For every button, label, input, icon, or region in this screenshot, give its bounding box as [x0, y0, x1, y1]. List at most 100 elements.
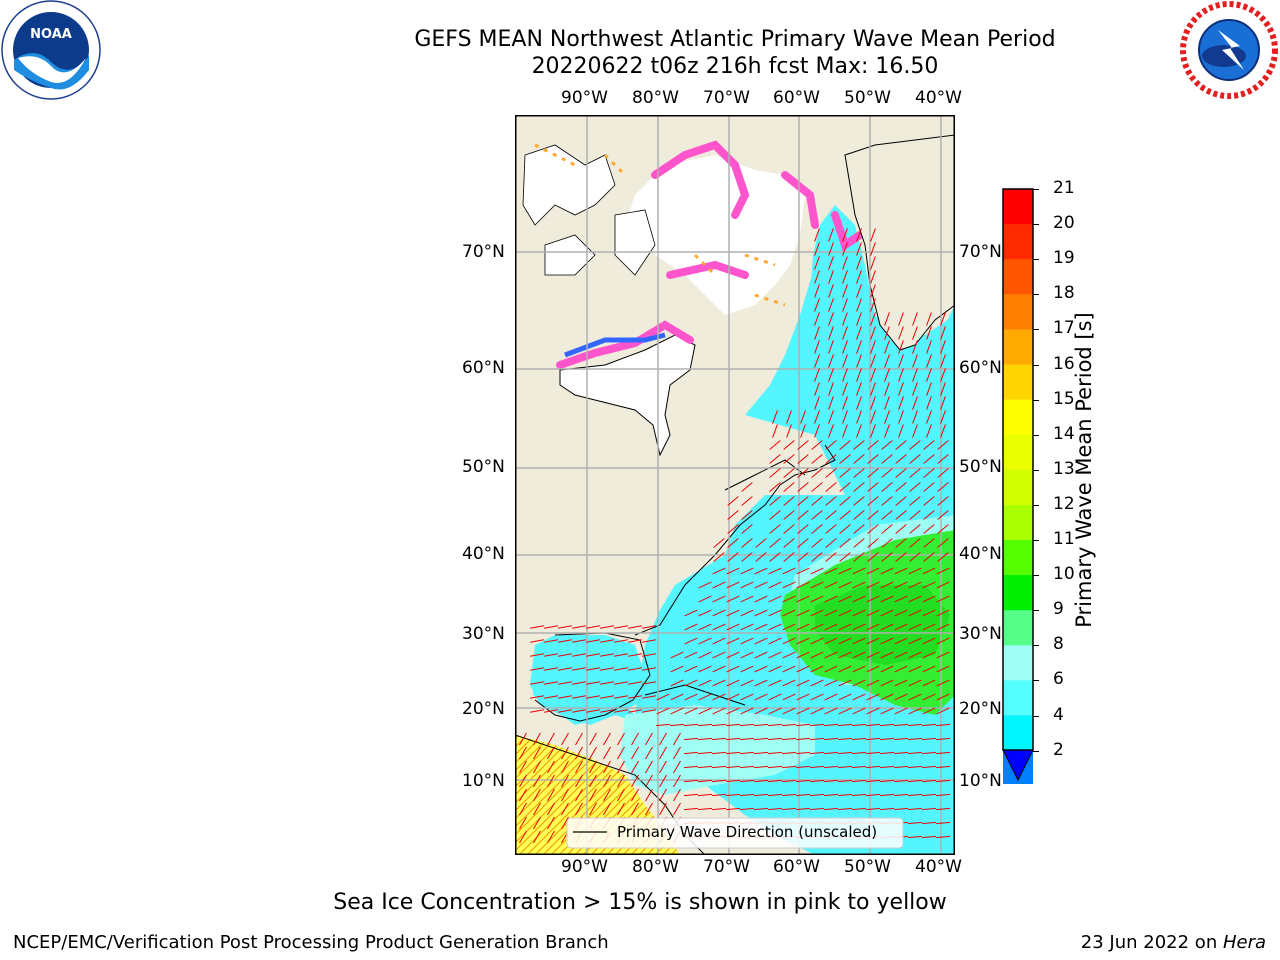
wave-direction-arrow [814, 298, 820, 312]
wave-direction-arrow [561, 816, 569, 830]
wave-direction-arrow [824, 693, 838, 701]
wave-direction-arrow [673, 760, 681, 774]
wave-direction-arrow [533, 746, 541, 760]
wave-direction-arrow [739, 807, 755, 811]
lon-tick-top-50w: 50°W [844, 88, 891, 108]
wave-direction-arrow [842, 312, 848, 326]
wave-direction-arrow [922, 707, 936, 715]
wave-direction-arrow [825, 454, 837, 464]
wave-direction-arrow [936, 679, 950, 687]
wave-direction-arrow [936, 595, 950, 603]
wave-direction-arrow [628, 667, 642, 671]
lon-tick-bottom-70w: 70°W [703, 857, 750, 877]
wave-direction-arrow [837, 807, 853, 811]
colorbar-tick-mark [1033, 364, 1039, 366]
wave-direction-arrow [673, 774, 681, 788]
wave-direction-arrow [519, 788, 527, 802]
wave-direction-arrow [740, 651, 754, 659]
wave-direction-arrow [740, 679, 754, 687]
wave-direction-arrow [600, 667, 614, 671]
wave-direction-arrow [769, 468, 781, 478]
wave-direction-arrow [810, 665, 824, 673]
wave-direction-arrow [603, 802, 611, 816]
wave-direction-arrow [921, 793, 937, 797]
wave-direction-arrow [828, 368, 834, 382]
wave-direction-arrow [809, 807, 825, 811]
wave-direction-arrow [796, 595, 810, 603]
wave-direction-arrow [926, 396, 932, 410]
wave-direction-arrow [712, 679, 726, 687]
wave-direction-arrow [769, 482, 781, 492]
wave-direction-arrow [810, 567, 824, 575]
wave-direction-arrow [783, 482, 795, 492]
wave-direction-arrow [740, 707, 754, 715]
colorbar-swatch [1003, 645, 1033, 681]
wave-direction-arrow [814, 382, 820, 396]
wave-direction-arrow [617, 746, 625, 760]
wave-direction-arrow [856, 284, 862, 298]
wave-direction-arrow [589, 788, 597, 802]
wave-direction-arrow [856, 298, 862, 312]
wave-direction-arrow [796, 623, 810, 631]
wave-direction-arrow [782, 665, 796, 673]
wave-direction-arrow [673, 802, 681, 816]
wave-direction-arrow [575, 774, 583, 788]
wave-direction-arrow [898, 354, 904, 368]
wave-direction-arrow [895, 524, 907, 534]
colorbar-swatch [1003, 504, 1033, 541]
wave-direction-arrow [544, 695, 558, 699]
wave-direction-arrow [853, 552, 865, 562]
wave-direction-arrow [544, 625, 558, 629]
wave-direction-arrow [741, 496, 753, 506]
wave-direction-arrow [795, 751, 811, 755]
wave-direction-arrow [893, 793, 909, 797]
wave-direction-arrow [739, 779, 755, 783]
wave-direction-arrow [767, 737, 783, 741]
wave-direction-arrow [698, 665, 712, 673]
wave-direction-arrow [810, 637, 824, 645]
wave-direction-arrow [856, 312, 862, 326]
wave-direction-arrow [811, 524, 823, 534]
wave-direction-arrow [936, 581, 950, 589]
wave-direction-arrow [754, 651, 768, 659]
wave-direction-arrow [659, 774, 667, 788]
wave-direction-arrow [851, 723, 867, 727]
wave-direction-arrow [894, 609, 908, 617]
wave-direction-arrow [894, 679, 908, 687]
map-frame [515, 115, 955, 855]
wave-direction-arrow [600, 695, 614, 699]
wave-direction-arrow [881, 482, 893, 492]
wave-direction-arrow [937, 496, 949, 506]
wave-direction-arrow [533, 760, 541, 774]
wave-direction-arrow [796, 693, 810, 701]
wave-direction-arrow [645, 746, 653, 760]
wave-direction-arrow [839, 496, 851, 506]
wave-direction-arrow [795, 807, 811, 811]
wave-direction-arrow [797, 440, 809, 450]
wave-direction-arrow [558, 639, 572, 643]
wave-direction-arrow [814, 354, 820, 368]
wave-direction-arrow [726, 623, 740, 631]
wave-direction-arrow [753, 807, 769, 811]
wave-direction-arrow [782, 651, 796, 659]
wave-direction-arrow [898, 396, 904, 410]
wave-direction-arrow [544, 681, 558, 685]
wave-direction-arrow [739, 723, 755, 727]
wave-direction-arrow [839, 524, 851, 534]
wave-direction-arrow [937, 482, 949, 492]
wave-direction-arrow [837, 723, 853, 727]
wave-direction-arrow [670, 679, 684, 687]
wave-direction-arrow [726, 637, 740, 645]
wave-direction-arrow [614, 639, 628, 643]
gulf-of-mexico [530, 635, 655, 725]
wave-direction-arrow [656, 707, 670, 715]
lat-tick-left-70n: 70°N [462, 242, 505, 262]
wave-direction-arrow [796, 567, 810, 575]
wave-direction-arrow [867, 468, 879, 478]
wave-direction-arrow [645, 732, 653, 746]
wave-direction-arrow [825, 440, 837, 450]
wave-direction-arrow [837, 779, 853, 783]
wave-direction-arrow [795, 765, 811, 769]
wave-direction-arrow [880, 581, 894, 589]
wave-direction-arrow [870, 242, 876, 256]
